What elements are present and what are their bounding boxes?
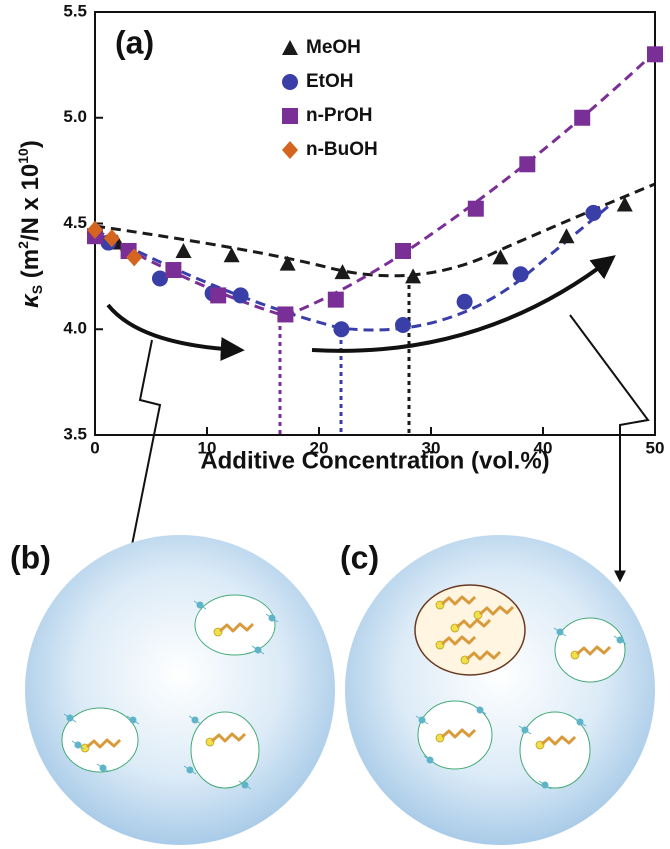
data-point bbox=[151, 270, 168, 287]
data-point bbox=[467, 200, 484, 217]
y-tick-label: 5.0 bbox=[63, 107, 87, 126]
legend-marker bbox=[282, 141, 298, 159]
y-tick-label: 5.5 bbox=[63, 1, 87, 20]
data-point bbox=[165, 262, 182, 279]
plot-frame bbox=[94, 11, 656, 436]
data-point bbox=[647, 46, 663, 63]
legend-marker bbox=[282, 40, 298, 55]
panel-label: (c) bbox=[340, 539, 379, 575]
data-point bbox=[333, 321, 350, 338]
trend-arrows bbox=[106, 255, 616, 362]
data-point bbox=[126, 248, 143, 267]
data-point bbox=[616, 196, 633, 212]
data-point bbox=[103, 229, 120, 248]
data-point bbox=[87, 220, 103, 239]
data-point bbox=[395, 317, 411, 334]
legend-marker bbox=[282, 74, 298, 90]
y-label-part: S bbox=[29, 285, 45, 294]
data-point bbox=[279, 255, 296, 271]
y-tick-label: 4.0 bbox=[63, 319, 87, 338]
data-point bbox=[456, 293, 473, 310]
data-point bbox=[512, 266, 529, 283]
data-point bbox=[519, 156, 536, 173]
data-point bbox=[558, 228, 575, 244]
x-axis-label: Additive Concentration (vol.%) bbox=[200, 447, 549, 474]
x-tick-label: 10 bbox=[198, 438, 217, 457]
y-tick-label: 4.5 bbox=[63, 213, 87, 232]
legend-label: EtOH bbox=[306, 71, 354, 92]
data-point bbox=[395, 242, 411, 259]
leader-lines bbox=[120, 314, 650, 583]
data-point bbox=[232, 287, 249, 304]
x-tick-label: 50 bbox=[646, 438, 665, 457]
data-point bbox=[223, 247, 240, 263]
data-point bbox=[327, 291, 344, 308]
illustration-b bbox=[25, 535, 335, 845]
y-label-part: 2 bbox=[15, 241, 31, 249]
legend-label: n-PrOH bbox=[306, 105, 373, 126]
legend-label: MeOH bbox=[306, 37, 361, 58]
illustration-c bbox=[345, 535, 655, 845]
y-axis-label: κS (m2/N x 1010) bbox=[15, 140, 45, 308]
legend-marker bbox=[282, 108, 298, 124]
y-tick-label: 3.5 bbox=[63, 424, 87, 443]
y-label-part: /N x 10 bbox=[17, 164, 44, 241]
data-point bbox=[175, 242, 192, 258]
data-point bbox=[585, 204, 602, 221]
legend-label: n-BuOH bbox=[306, 139, 378, 160]
minimum-guides bbox=[278, 277, 411, 435]
data-point bbox=[492, 249, 509, 265]
x-tick-label: 20 bbox=[310, 438, 329, 457]
data-point bbox=[405, 268, 422, 284]
x-tick-label: 0 bbox=[90, 438, 99, 457]
panel-label: (b) bbox=[10, 539, 51, 575]
y-label-part: 10 bbox=[15, 148, 31, 164]
y-label-part: κ bbox=[17, 293, 44, 308]
y-label-part: ) bbox=[17, 140, 44, 148]
x-tick-label: 40 bbox=[534, 438, 553, 457]
x-tick-label: 30 bbox=[422, 438, 441, 457]
data-point bbox=[210, 287, 227, 304]
data-point bbox=[574, 109, 591, 126]
data-point bbox=[334, 264, 351, 280]
y-label-part: (m bbox=[17, 249, 44, 285]
panel-label: (a) bbox=[115, 24, 154, 60]
data-point bbox=[277, 306, 294, 323]
